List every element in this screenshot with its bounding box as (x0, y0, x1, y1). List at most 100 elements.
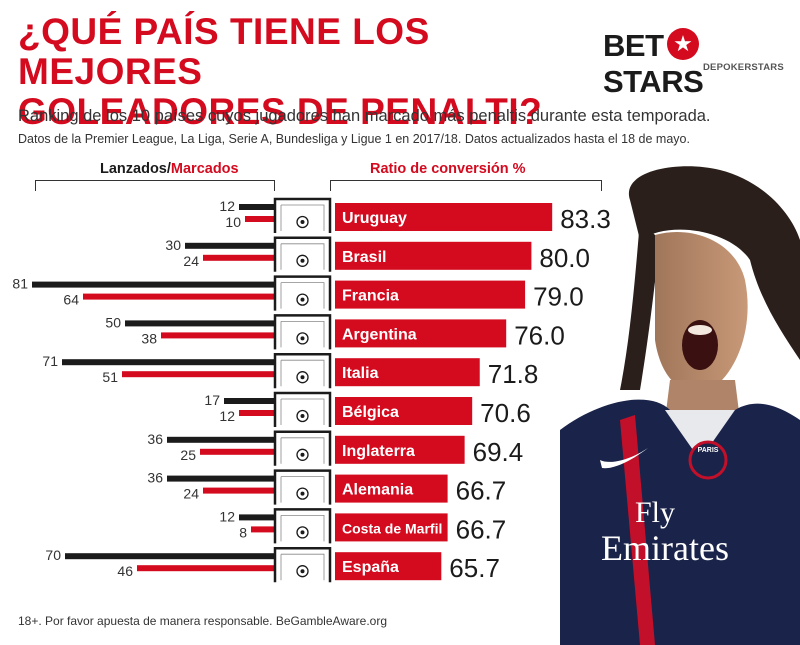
logo-wordmark: BETSTARS (603, 28, 793, 100)
goal-net-icon (280, 282, 325, 309)
sponsor-line-2: Emirates (601, 528, 729, 568)
ratio-value-label: 66.7 (456, 514, 507, 544)
left-header-bracket (35, 180, 275, 191)
goal-ball-patch (300, 336, 305, 341)
logo-subtitle: DEPOKERSTARS (703, 62, 784, 73)
goals-bar (200, 448, 275, 455)
ratio-bar (335, 435, 465, 464)
ratio-value-label: 66.7 (456, 476, 507, 506)
logo-word-stars: STARS (603, 64, 704, 99)
title-line-2: GOLEADORES DE PENALTI? (18, 91, 543, 132)
betstars-logo: BETSTARS ★ DEPOKERSTARS (603, 28, 793, 99)
country-label: Francia (342, 288, 399, 305)
shots-bar (167, 475, 275, 482)
shots-bar (65, 553, 275, 560)
country-label: Bélgica (342, 404, 399, 421)
goal-net-icon (280, 321, 325, 348)
shots-bar (125, 320, 275, 327)
shots-label: 50 (105, 314, 121, 330)
star-icon: ★ (673, 31, 693, 56)
title-line-1: ¿QUÉ PAÍS TIENE LOS MEJORES (18, 11, 430, 92)
ratio-bar (335, 552, 442, 581)
goal-ball-patch (300, 258, 305, 263)
goal-ball-patch (300, 569, 305, 574)
goal-net-icon (280, 476, 325, 503)
goal-net-icon (280, 359, 325, 387)
goal-net-icon (280, 398, 325, 425)
left-column-header: Lanzados/Marcados (100, 161, 239, 177)
ratio-value-label: 71.8 (488, 359, 539, 389)
ratio-bar (335, 280, 526, 309)
shots-bar (62, 359, 275, 366)
shots-label: 36 (147, 470, 163, 486)
shots-label: 81 (12, 276, 28, 292)
shots-label: 70 (45, 547, 61, 563)
country-label: Inglaterra (342, 443, 415, 460)
right-header-bracket (330, 180, 602, 191)
goals-bar (245, 216, 275, 222)
goals-label: 8 (239, 524, 247, 540)
goals-bar (251, 526, 275, 533)
star-badge-icon (667, 28, 699, 60)
ratio-value-label: 83.3 (560, 204, 611, 234)
goals-bar (161, 332, 275, 339)
goals-label: 12 (219, 408, 235, 424)
goals-label: 46 (117, 563, 133, 579)
goal-net-icon (280, 204, 325, 231)
ratio-value-label: 65.7 (449, 553, 500, 583)
ratio-bar (335, 513, 448, 542)
header-marcados: Marcados (170, 161, 239, 177)
goal-net-icon (280, 243, 325, 270)
goals-bar (137, 565, 275, 572)
footer-disclaimer: 18+. Por favor apuesta de manera respons… (18, 614, 387, 628)
goal-ball-patch (300, 530, 305, 535)
goals-label: 38 (141, 330, 157, 346)
ratio-bar (335, 241, 532, 270)
ratio-bar (335, 474, 448, 503)
ratio-bar (335, 203, 553, 231)
goal-ball-patch (300, 491, 305, 496)
goal-ball-patch (300, 375, 305, 380)
shots-label: 12 (219, 508, 235, 524)
shots-label: 30 (165, 237, 181, 253)
goal-ball-patch (300, 297, 305, 302)
ratio-value-label: 76.0 (514, 320, 565, 350)
goals-bar (122, 371, 275, 378)
country-label: Brasil (342, 249, 386, 266)
goals-bar (83, 293, 275, 300)
country-label: Italia (342, 365, 379, 382)
goals-label: 24 (183, 253, 199, 269)
goals-label: 25 (180, 447, 196, 463)
goal-net-icon (280, 515, 325, 542)
shots-bar (224, 398, 275, 404)
goals-label: 51 (102, 369, 118, 385)
ratio-value-label: 80.0 (539, 243, 590, 273)
ratio-value-label: 69.4 (473, 437, 524, 467)
country-label: Costa de Marfil (342, 520, 442, 536)
country-label: Argentina (342, 326, 417, 343)
header-lanzados: Lanzados/ (100, 161, 171, 177)
goal-net-icon (280, 553, 325, 581)
goals-label: 24 (183, 486, 199, 502)
subtitle: Ranking de los 10 países cuyos jugadores… (18, 107, 711, 125)
shots-label: 12 (219, 198, 235, 214)
ratio-value-label: 79.0 (533, 282, 584, 312)
goals-label: 64 (63, 292, 79, 308)
country-label: Alemania (342, 482, 413, 499)
shots-label: 17 (204, 392, 220, 408)
goal-ball-patch (300, 220, 305, 224)
player-illustration: PARIS Fly Emirates (560, 166, 800, 645)
shots-bar (167, 436, 275, 443)
page-title: ¿QUÉ PAÍS TIENE LOS MEJORES GOLEADORES D… (18, 12, 598, 132)
logo-word-bet: BET (603, 28, 664, 63)
shots-bar (239, 204, 275, 210)
ratio-bar (335, 319, 507, 348)
goals-bar (203, 487, 275, 494)
crest-label: PARIS (698, 447, 719, 454)
goals-bar (203, 254, 275, 261)
shots-label: 36 (147, 431, 163, 447)
ratio-value-label: 70.6 (480, 398, 531, 428)
sponsor-line-1: Fly (635, 496, 675, 529)
